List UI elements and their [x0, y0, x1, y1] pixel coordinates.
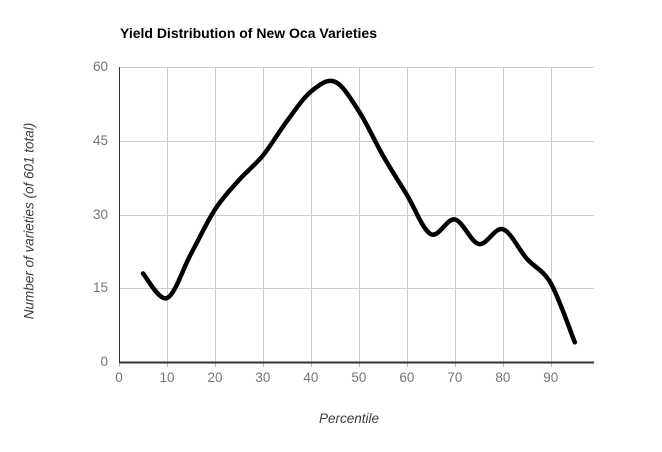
x-axis-title: Percentile	[318, 411, 380, 426]
y-tick-label: 60	[92, 59, 108, 74]
x-tick-label: 70	[447, 370, 463, 385]
x-tick-label: 80	[495, 370, 511, 385]
x-tick-label: 60	[399, 370, 415, 385]
y-tick-label: 30	[92, 206, 108, 222]
x-tick-label: 30	[255, 370, 271, 385]
y-tick-label: 45	[92, 132, 108, 148]
x-tick-label: 90	[543, 370, 559, 385]
x-tick-label: 20	[207, 370, 223, 385]
x-tick-label: 0	[115, 370, 123, 385]
series-line	[140, 78, 578, 345]
x-tick-label: 10	[159, 370, 175, 385]
y-tick-label: 0	[100, 354, 108, 369]
x-tick-label: 50	[351, 370, 367, 385]
y-tick-label: 15	[92, 280, 108, 296]
chart-title: Yield Distribution of New Oca Varieties	[120, 25, 377, 41]
x-tick-label: 40	[303, 370, 319, 385]
y-axis-title: Number of varieties (of 601 total)	[21, 122, 37, 320]
